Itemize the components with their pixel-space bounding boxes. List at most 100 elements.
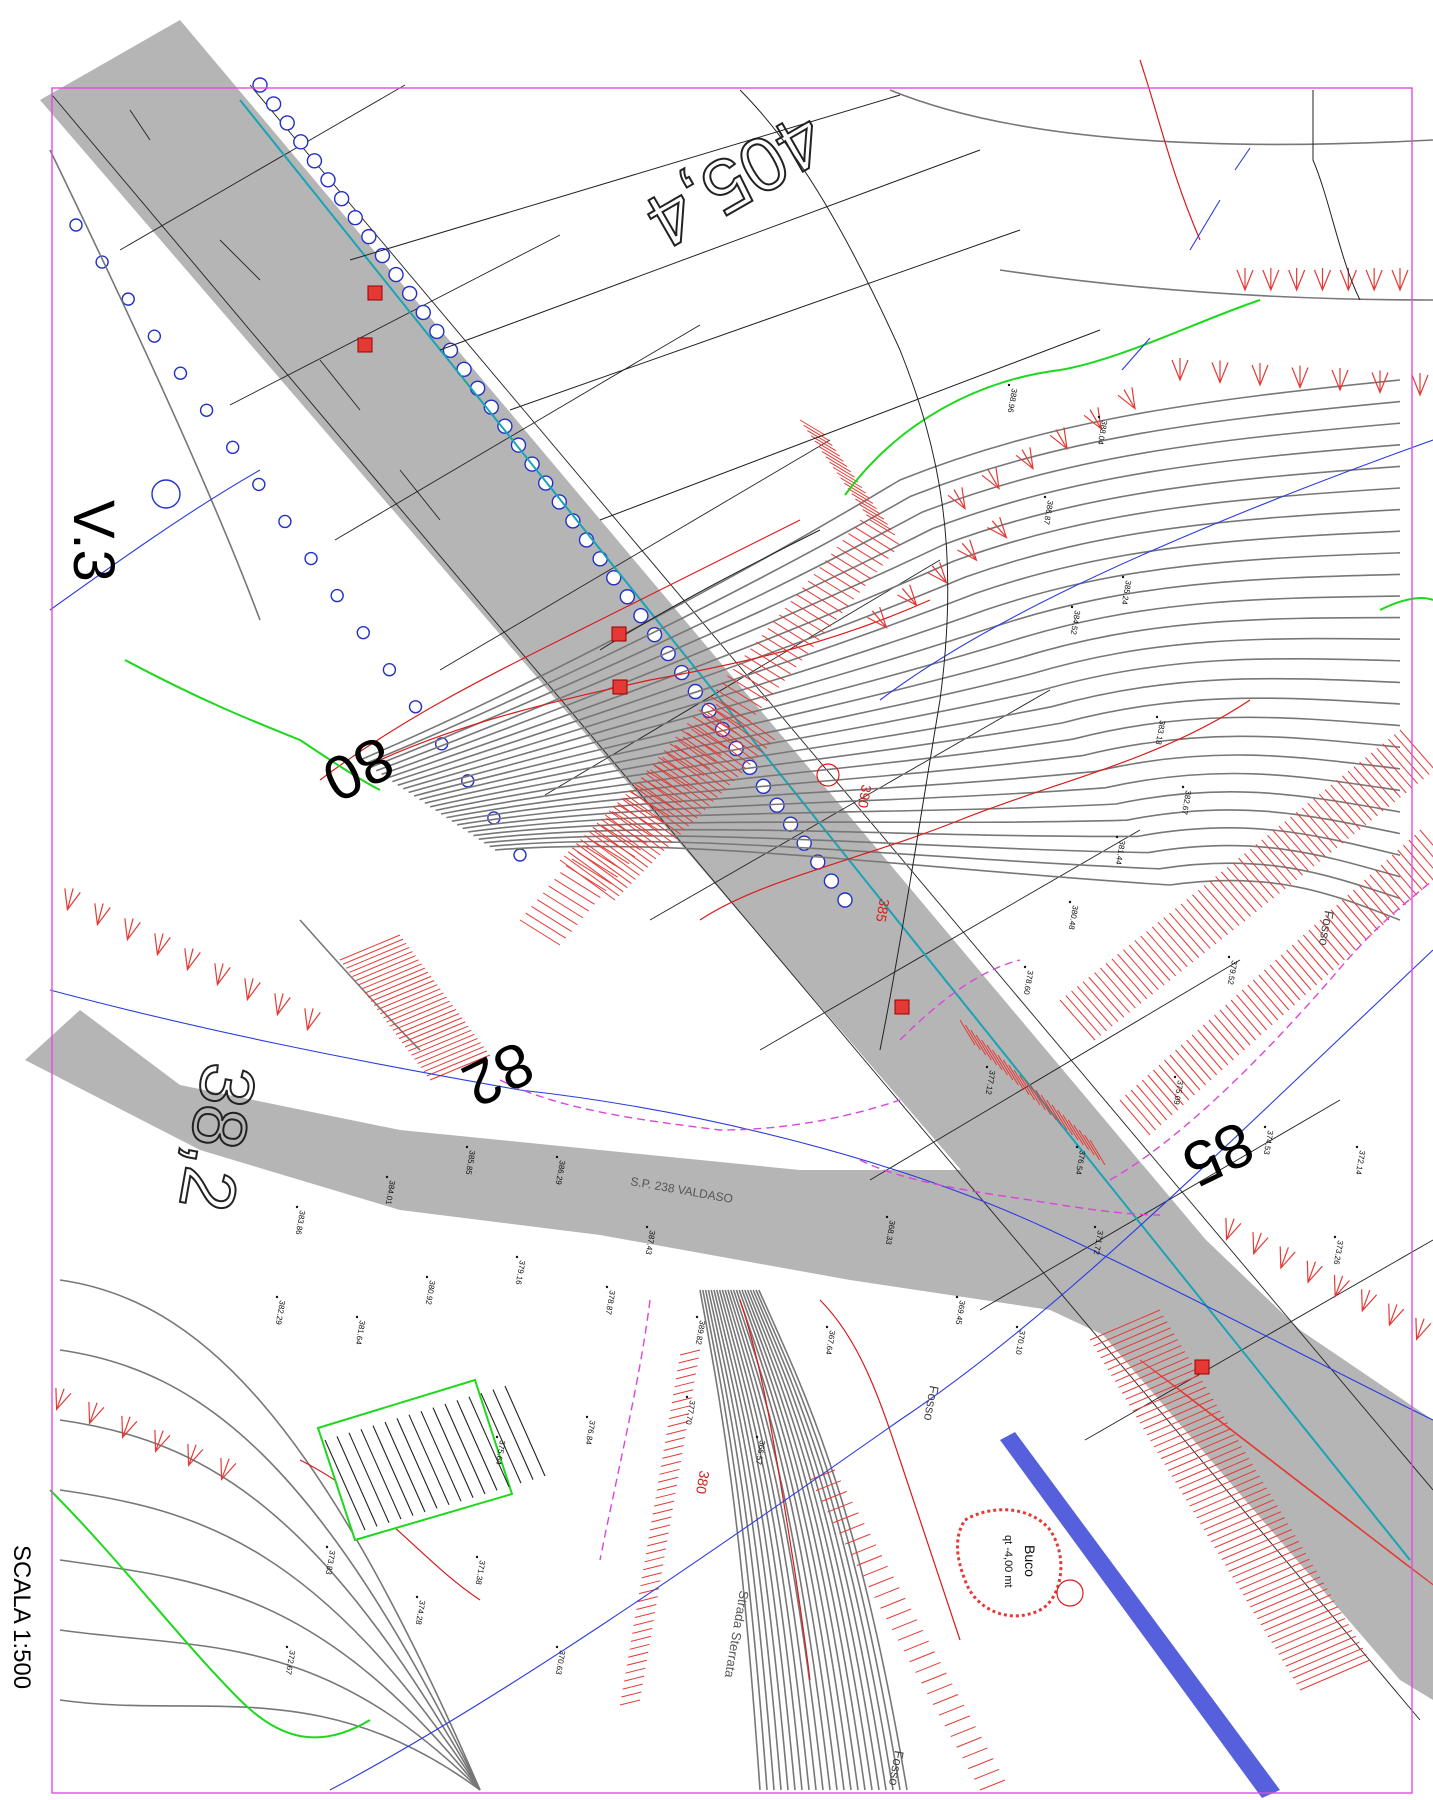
reference-lines: [349, 89, 1361, 1051]
hatch-stroke: [799, 419, 826, 436]
hatch-stroke: [868, 1576, 894, 1588]
hatch-stroke: [649, 1524, 671, 1531]
hatch-stroke: [1364, 879, 1395, 916]
hatch-stroke: [721, 682, 762, 709]
hatch-stroke: [1175, 1451, 1246, 1483]
hatch-stroke: [542, 892, 584, 919]
hatch-stroke: [847, 487, 874, 504]
hatch-stroke: [641, 777, 698, 819]
hatch-stroke: [1093, 1315, 1164, 1347]
hatch-stroke: [668, 1413, 690, 1420]
spot-point: [1155, 715, 1159, 719]
contour-line: [735, 1289, 852, 1791]
hatch-stroke: [1209, 880, 1246, 922]
hatch-stroke: [1352, 889, 1384, 926]
spot-height-label: 369.45: [954, 1300, 967, 1326]
hatch-stroke: [1267, 1606, 1339, 1638]
hatch-stroke: [1252, 979, 1284, 1016]
contour-line: [381, 465, 1401, 776]
hatch-stroke: [848, 533, 889, 559]
hatch-stroke: [625, 793, 681, 835]
hatch-stroke: [659, 1468, 680, 1475]
tree-icon: [1117, 387, 1136, 411]
hatch-stroke: [600, 824, 641, 851]
hatch-stroke: [1278, 825, 1315, 867]
pole-icon: [619, 589, 636, 605]
section-82-label: 82: [452, 1027, 544, 1119]
hatch-stroke: [1314, 924, 1345, 961]
tree-icon: [1225, 1217, 1242, 1241]
contour-line: [59, 1279, 481, 1791]
ditch-label: Fosso: [1316, 909, 1337, 946]
tree-icon: [1411, 373, 1429, 397]
hole-title: Buco: [1022, 1545, 1038, 1577]
hatch-stroke: [1157, 921, 1194, 963]
hatch-stroke: [1285, 1635, 1356, 1667]
hatch-stroke: [921, 1672, 947, 1684]
spot-point: [955, 1295, 959, 1299]
hatch-stroke: [636, 1604, 657, 1611]
hatch-stroke: [1158, 1064, 1190, 1101]
tree-icon: [1361, 1289, 1378, 1313]
contour-line: [370, 422, 1401, 768]
tree-icon: [1365, 268, 1383, 292]
hatch-stroke: [623, 1675, 645, 1682]
hatch-stroke: [715, 689, 757, 715]
pole-icon: [173, 366, 188, 380]
hatch-stroke: [1191, 1034, 1223, 1071]
hatch-stroke: [839, 1522, 865, 1534]
hatch-stroke: [1217, 1523, 1289, 1555]
survey-markers: [357, 285, 1210, 1375]
contour-390: 390: [855, 783, 875, 809]
hatch-stroke: [1029, 1084, 1046, 1111]
pole-icon: [408, 700, 423, 714]
hatch-stroke: [756, 641, 797, 668]
hatch-stroke: [1180, 903, 1217, 945]
hatch-stroke: [423, 1046, 484, 1073]
hatch-stroke: [719, 699, 776, 741]
hatch-stroke: [628, 1651, 649, 1658]
hatch-stroke: [979, 1779, 1006, 1791]
hatch-stroke: [1257, 1588, 1328, 1620]
hatch-stroke: [1146, 931, 1182, 972]
contour-line: [413, 595, 1401, 797]
hatch-stroke: [1157, 1422, 1228, 1454]
hatch-stroke: [1203, 1499, 1275, 1531]
spot-point: [415, 1595, 419, 1599]
hatch-stroke: [1271, 1612, 1342, 1644]
hatch-stroke: [1215, 876, 1251, 917]
spot-point: [465, 1145, 469, 1149]
tree-icon: [244, 978, 261, 1002]
spot-point: [1015, 1325, 1019, 1329]
hatch-stroke: [850, 1544, 877, 1556]
hatch-stroke: [571, 858, 613, 885]
hatch-stroke: [1214, 1014, 1245, 1051]
hatch-stroke: [909, 1651, 935, 1663]
hatch-stroke: [1264, 969, 1295, 1006]
spot-height-label: 385.24: [1120, 580, 1133, 606]
contour-line: [489, 840, 1401, 900]
hatch-stroke: [1414, 834, 1433, 858]
tree-icon: [1288, 268, 1306, 292]
contour-380: 380: [693, 1469, 713, 1495]
hatch-stroke: [1147, 1074, 1179, 1111]
hatch-stroke: [891, 1619, 918, 1631]
hatch-stroke: [667, 1421, 688, 1428]
hatch-stroke: [773, 621, 814, 648]
hatch-stroke: [675, 1373, 697, 1380]
hatch-stroke: [1336, 780, 1372, 821]
hatch-stroke: [715, 703, 772, 745]
hatch-stroke: [1169, 912, 1205, 954]
cyan-alignment: [239, 99, 1411, 1561]
hatch-stroke: [944, 1715, 971, 1727]
hatch-stroke: [1046, 1099, 1063, 1126]
hatch-stroke: [1084, 1134, 1101, 1161]
spot-heights: 388.96 388.04 386.87 385.24 384.52 383.18 382.…: [274, 383, 1367, 1676]
hatch-stroke: [1264, 1600, 1335, 1632]
spot-height-label: 382.67: [1180, 790, 1193, 816]
hatch-stroke: [1308, 929, 1340, 966]
pole-icon: [513, 848, 527, 862]
hatch-stroke: [432, 1407, 474, 1498]
contour-line: [484, 835, 1401, 878]
tree-icon: [154, 933, 171, 957]
